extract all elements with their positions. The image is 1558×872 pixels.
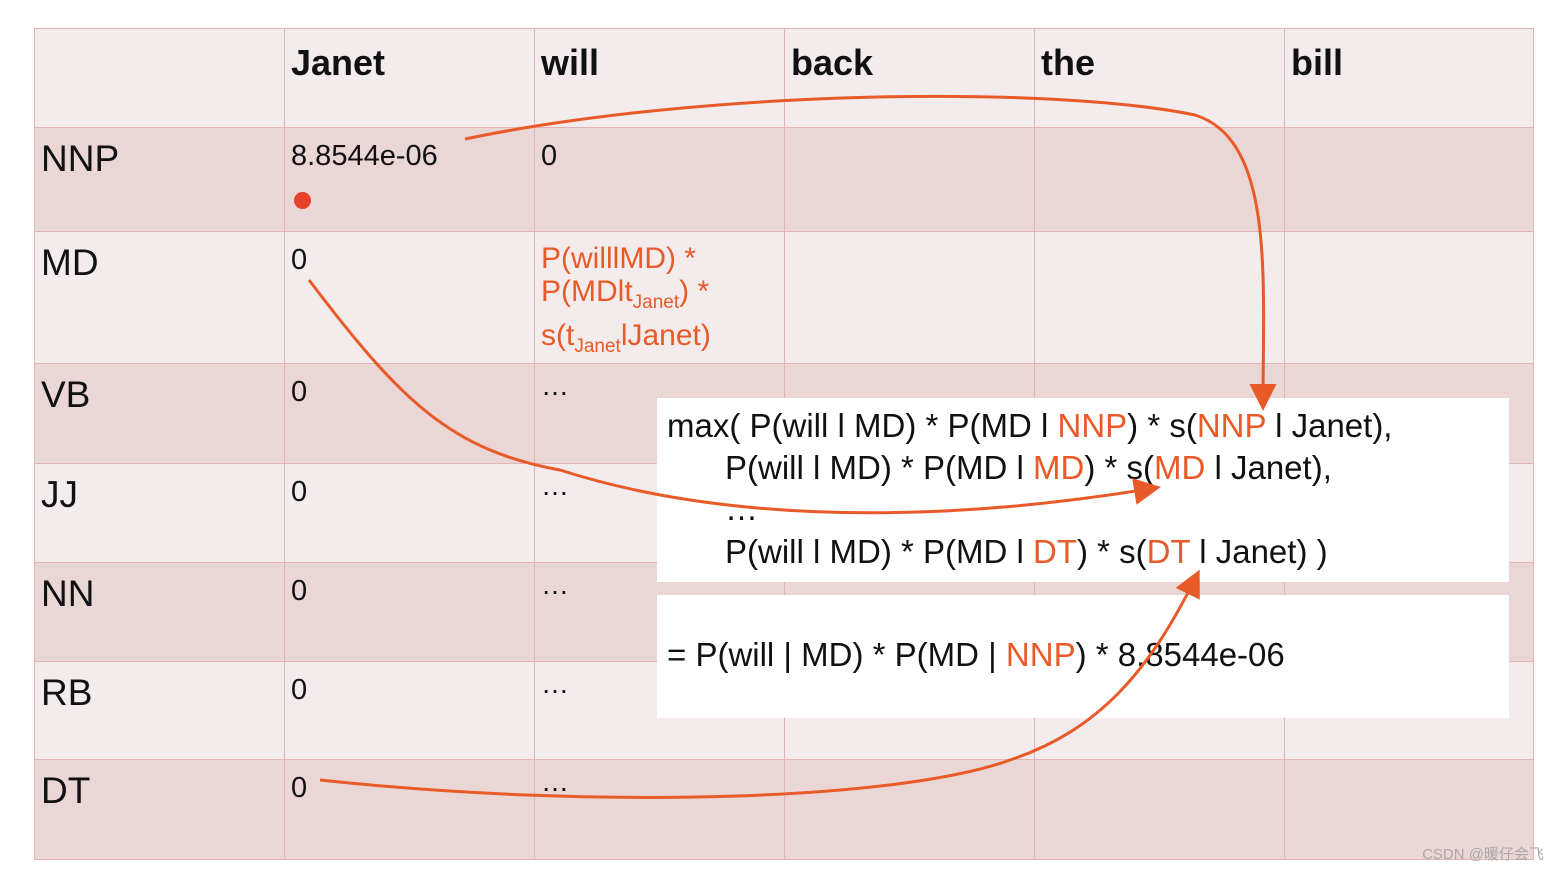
max-line-ellipsis: … (725, 490, 758, 527)
row-label: VB (34, 363, 285, 464)
cell-md-will-formula: P(willlMD) * P(MDltJanet) * s(tJanetlJan… (534, 231, 785, 364)
cell-md-janet: 0 (284, 231, 535, 364)
row-md: MD 0 P(willlMD) * P(MDltJanet) * s(tJane… (34, 231, 1534, 364)
col-header-the: the (1034, 28, 1285, 128)
watermark: CSDN @暖仔会飞 (1422, 846, 1544, 863)
col-header-bill: bill (1284, 28, 1534, 128)
max-line-2: P(will l MD) * P(MD l MD) * s(MD l Janet… (725, 449, 1332, 486)
row-label: NNP (34, 127, 285, 232)
row-label: MD (34, 231, 285, 364)
col-header-janet: Janet (284, 28, 535, 128)
result-box: = P(will | MD) * P(MD | NNP) * 8.8544e-0… (657, 595, 1509, 718)
cell-nnp-will: 0 (534, 127, 785, 232)
row-label: JJ (34, 463, 285, 563)
row-nnp: NNP 8.8544e-06 0 (34, 127, 1534, 232)
cell-dt-janet: 0 (284, 759, 535, 860)
row-label: RB (34, 661, 285, 760)
cell-vb-janet: 0 (284, 363, 535, 464)
max-expression-box: max( P(will l MD) * P(MD l NNP) * s(NNP … (657, 398, 1509, 582)
max-line-4: P(will l MD) * P(MD l DT) * s(DT l Janet… (725, 533, 1328, 570)
row-label: DT (34, 759, 285, 860)
col-header-back: back (784, 28, 1035, 128)
red-dot-marker (294, 192, 311, 209)
col-header-will: will (534, 28, 785, 128)
row-dt: DT 0 … (34, 759, 1534, 860)
cell-nn-janet: 0 (284, 562, 535, 662)
header-row: Janet will back the bill (34, 28, 1534, 128)
corner-cell (34, 28, 285, 128)
row-label: NN (34, 562, 285, 662)
cell-dt-will: … (534, 759, 785, 860)
cell-nnp-janet: 8.8544e-06 (284, 127, 535, 232)
cell-jj-janet: 0 (284, 463, 535, 563)
cell-rb-janet: 0 (284, 661, 535, 760)
max-line-1: max( P(will l MD) * P(MD l NNP) * s(NNP … (667, 407, 1393, 444)
result-line: = P(will | MD) * P(MD | NNP) * 8.8544e-0… (667, 636, 1285, 673)
